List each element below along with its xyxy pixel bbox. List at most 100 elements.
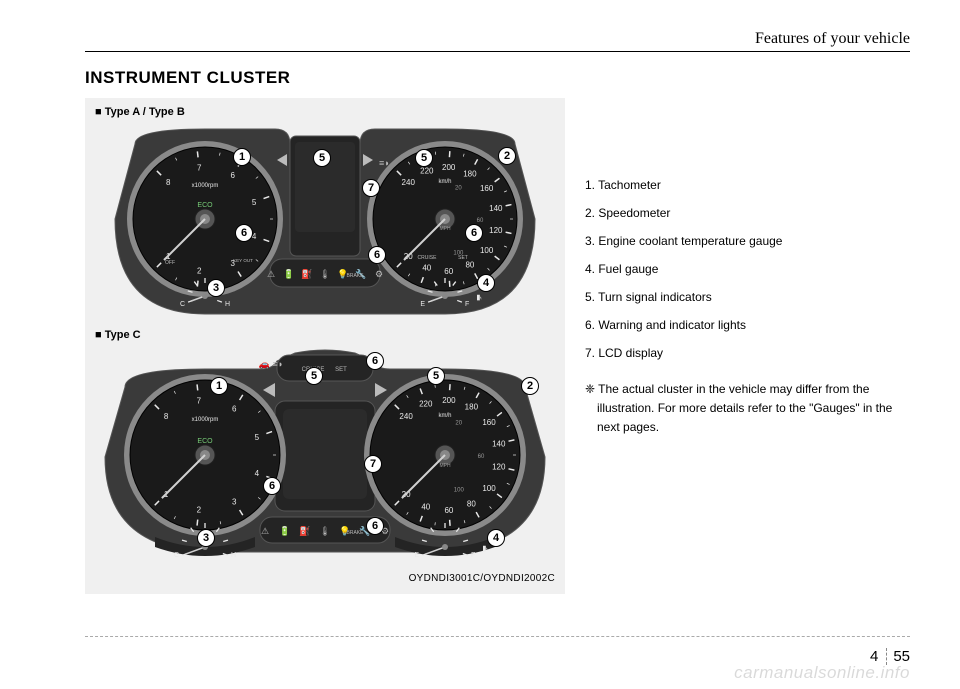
- callout-marker: 1: [210, 377, 228, 395]
- svg-text:60: 60: [444, 267, 453, 276]
- svg-text:140: 140: [489, 204, 503, 213]
- svg-text:⚠: ⚠: [261, 526, 269, 536]
- cluster-type-ab: ⚠🔋⛽🌡💡🔧⚙BRAKE≡◗12345678x1000rpmECOOFFKEY …: [95, 124, 555, 319]
- legend-item: 4. Fuel gauge: [585, 262, 910, 276]
- section-title: Features of your vehicle: [85, 30, 910, 52]
- svg-text:60: 60: [477, 218, 484, 224]
- svg-text:120: 120: [489, 226, 503, 235]
- cluster-type-c: CRUISESET🚗 ≡◗⚠🔋⛽🌡💡🔧⚙BRAKE12345678x1000rp…: [95, 347, 555, 567]
- callout-marker: 5: [427, 367, 445, 385]
- legend-list: 1. Tachometer 2. Speedometer 3. Engine c…: [585, 178, 910, 360]
- figure-label-c: ■ Type C: [95, 329, 555, 341]
- svg-text:2: 2: [197, 506, 202, 515]
- svg-text:SET: SET: [335, 367, 347, 373]
- svg-text:⛽: ⛽: [299, 525, 310, 536]
- svg-text:80: 80: [465, 261, 474, 270]
- svg-text:ECO: ECO: [197, 438, 213, 445]
- svg-text:6: 6: [230, 171, 235, 180]
- callout-marker: 4: [487, 529, 505, 547]
- svg-text:km/h: km/h: [438, 179, 451, 185]
- callout-marker: 5: [305, 367, 323, 385]
- svg-text:180: 180: [465, 403, 479, 412]
- legend-item: 3. Engine coolant temperature gauge: [585, 234, 910, 248]
- svg-text:240: 240: [399, 412, 413, 421]
- figure-label-ab: ■ Type A / Type B: [95, 106, 555, 118]
- svg-text:E: E: [420, 301, 425, 308]
- svg-text:ECO: ECO: [197, 202, 213, 209]
- svg-text:160: 160: [480, 184, 494, 193]
- svg-text:180: 180: [463, 169, 477, 178]
- callout-marker: 3: [197, 529, 215, 547]
- svg-text:KEY OUT: KEY OUT: [233, 258, 253, 263]
- callout-marker: 3: [207, 279, 225, 297]
- legend-item: 1. Tachometer: [585, 178, 910, 192]
- svg-text:🌡: 🌡: [319, 269, 330, 279]
- image-code: OYDNDI3001C/OYDNDI2002C: [95, 573, 555, 584]
- svg-text:H: H: [225, 301, 230, 308]
- svg-text:100: 100: [482, 484, 496, 493]
- svg-text:🔋: 🔋: [283, 268, 294, 279]
- legend-item: 6. Warning and indicator lights: [585, 318, 910, 332]
- svg-text:OFF: OFF: [165, 260, 175, 266]
- svg-text:CRUISE: CRUISE: [418, 255, 438, 261]
- svg-text:C: C: [180, 301, 185, 308]
- svg-text:2: 2: [197, 267, 202, 276]
- svg-text:6: 6: [232, 404, 237, 413]
- svg-text:60: 60: [478, 454, 485, 460]
- svg-text:80: 80: [467, 499, 476, 508]
- callout-marker: 6: [366, 517, 384, 535]
- callout-marker: 5: [415, 149, 433, 167]
- svg-text:H: H: [231, 552, 236, 559]
- svg-text:120: 120: [492, 463, 506, 472]
- svg-text:F: F: [471, 552, 475, 559]
- svg-text:5: 5: [255, 433, 260, 442]
- svg-text:3: 3: [232, 498, 237, 507]
- callout-marker: 4: [477, 274, 495, 292]
- svg-text:E: E: [414, 552, 419, 559]
- svg-text:220: 220: [420, 166, 434, 175]
- svg-text:⛽: ⛽: [301, 268, 312, 279]
- svg-text:SET: SET: [458, 255, 468, 261]
- svg-text:🔋: 🔋: [279, 525, 290, 536]
- callout-marker: 2: [498, 147, 516, 165]
- svg-text:MPH: MPH: [439, 463, 451, 469]
- callout-marker: 6: [465, 224, 483, 242]
- svg-text:20: 20: [455, 421, 462, 427]
- svg-text:20: 20: [455, 186, 462, 192]
- cluster-svg-c: CRUISESET🚗 ≡◗⚠🔋⛽🌡💡🔧⚙BRAKE12345678x1000rp…: [95, 347, 555, 567]
- callout-marker: 6: [235, 224, 253, 242]
- svg-text:200: 200: [442, 163, 456, 172]
- svg-text:7: 7: [197, 396, 202, 405]
- svg-text:8: 8: [164, 412, 169, 421]
- figure-box: ■ Type A / Type B ⚠🔋⛽🌡💡🔧⚙BRAKE≡◗12345678…: [85, 98, 565, 594]
- svg-text:40: 40: [421, 503, 430, 512]
- svg-text:BRAKE: BRAKE: [347, 273, 365, 279]
- svg-text:140: 140: [492, 439, 506, 448]
- svg-text:🌡: 🌡: [319, 526, 330, 536]
- callout-marker: 6: [368, 246, 386, 264]
- callout-marker: 1: [233, 148, 251, 166]
- page-title: INSTRUMENT CLUSTER: [85, 68, 910, 88]
- footnote: ❈ The actual cluster in the vehicle may …: [585, 380, 910, 438]
- svg-text:MPH: MPH: [439, 226, 451, 232]
- svg-text:BRAKE: BRAKE: [347, 530, 365, 536]
- svg-text:60: 60: [444, 506, 453, 515]
- svg-text:5: 5: [252, 198, 257, 207]
- legend-item: 7. LCD display: [585, 346, 910, 360]
- callout-marker: 7: [362, 179, 380, 197]
- svg-text:F: F: [465, 301, 469, 308]
- svg-text:100: 100: [480, 246, 494, 255]
- callout-marker: 5: [313, 149, 331, 167]
- svg-text:100: 100: [454, 487, 465, 493]
- legend-item: 5. Turn signal indicators: [585, 290, 910, 304]
- svg-text:C: C: [174, 552, 179, 559]
- svg-text:⚠: ⚠: [267, 269, 275, 279]
- footer-dash-rule: [85, 636, 910, 637]
- svg-text:🚗 ≡◗: 🚗 ≡◗: [259, 359, 283, 369]
- svg-text:7: 7: [197, 163, 202, 172]
- header-rule: [85, 51, 910, 52]
- watermark: carmanualsonline.info: [734, 663, 910, 683]
- svg-text:4: 4: [255, 469, 260, 478]
- svg-text:160: 160: [482, 418, 496, 427]
- svg-text:x1000rpm: x1000rpm: [192, 417, 219, 423]
